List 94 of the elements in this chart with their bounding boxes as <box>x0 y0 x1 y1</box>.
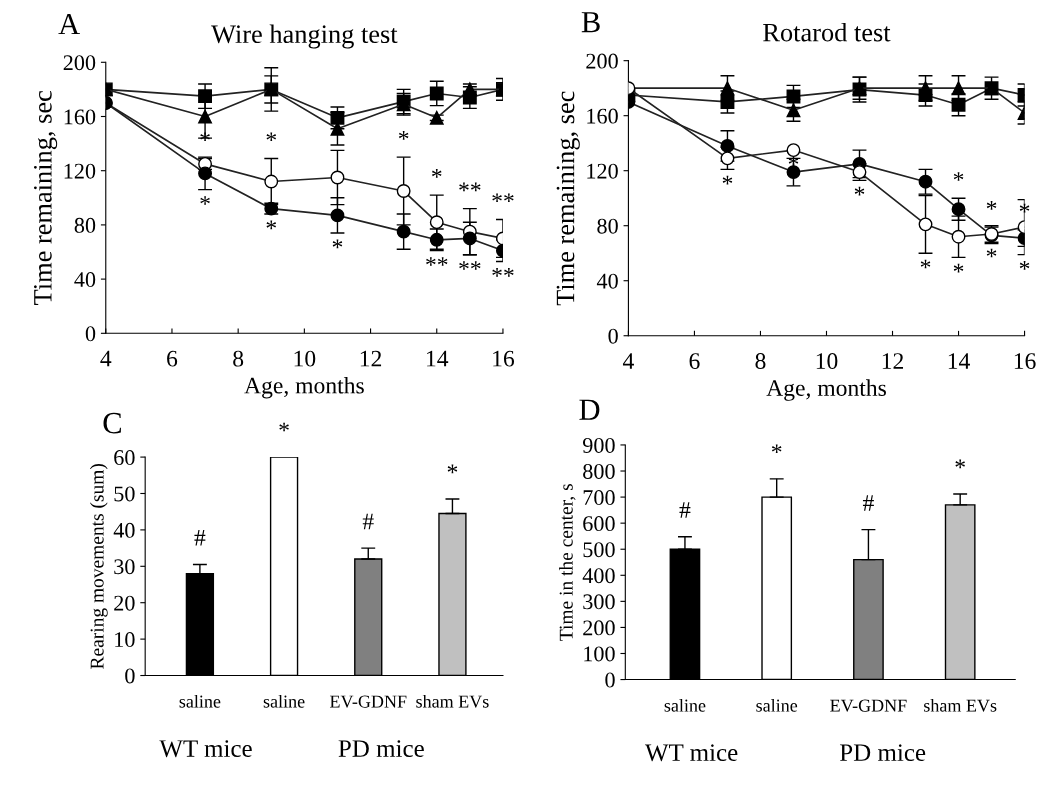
data-label: ** <box>492 193 514 203</box>
data-label: * <box>722 175 733 185</box>
x-tick-label: saline <box>664 699 706 712</box>
data-label: * <box>266 132 277 142</box>
y-tick-label: 30 <box>114 559 135 575</box>
y-tick-label: 200 <box>63 55 96 71</box>
y-axis-title: Rearing movements (sum) <box>89 464 108 669</box>
data-label: * <box>447 464 458 474</box>
data-label: * <box>953 263 964 273</box>
y-tick-label: 700 <box>583 490 615 506</box>
data-label: # <box>862 495 874 511</box>
y-tick-label: 40 <box>113 522 135 538</box>
data-label: * <box>266 220 277 230</box>
text: PD mice <box>839 744 926 762</box>
data-label: ** <box>459 261 481 270</box>
data-label: * <box>432 169 442 178</box>
x-tick-label: 16 <box>493 350 515 367</box>
x-tick-label: 14 <box>948 353 970 369</box>
y-axis-title: Time remaining, sec <box>33 90 58 305</box>
x-tick-label: saline <box>756 699 798 712</box>
x-tick-label: EV-GDNF <box>329 695 407 708</box>
y-tick-label: 40 <box>596 273 618 289</box>
x-tick-label: 10 <box>816 353 838 370</box>
data-label: * <box>1019 261 1030 270</box>
y-tick-label: 0 <box>125 668 135 684</box>
x-tick-label: 4 <box>100 350 112 367</box>
x-tick-label: 8 <box>233 350 244 367</box>
text: PD mice <box>338 740 424 757</box>
x-tick-label: 10 <box>294 350 316 367</box>
data-label: # <box>194 530 206 546</box>
y-tick-label: 160 <box>587 108 618 124</box>
data-label: * <box>986 248 997 258</box>
y-tick-label: 0 <box>608 328 618 344</box>
x-tick-label: sham EVs <box>416 694 489 708</box>
data-label: ** <box>426 257 448 266</box>
chart-title: Rotarod test <box>763 22 891 42</box>
x-tick-label: saline <box>263 694 305 708</box>
data-label: * <box>200 196 210 205</box>
x-tick-label: 14 <box>427 350 449 367</box>
data-label: # <box>362 513 374 530</box>
y-tick-label: 400 <box>582 568 615 584</box>
text: A <box>58 13 80 35</box>
data-label: * <box>920 259 931 269</box>
x-tick-label: EV-GDNF <box>830 699 907 712</box>
chart-title: Wire hanging test <box>211 24 398 49</box>
y-tick-label: 0 <box>605 672 615 688</box>
y-tick-label: 120 <box>587 163 618 179</box>
text: D <box>579 399 600 420</box>
data-label: * <box>771 444 782 454</box>
x-tick-label: sham EVs <box>924 699 997 712</box>
y-tick-label: 900 <box>582 437 615 453</box>
data-label: * <box>854 186 865 196</box>
y-axis-title: Time in the center, s <box>559 484 576 641</box>
data-label: * <box>332 239 343 249</box>
data-label: ** <box>459 182 481 192</box>
y-tick-label: 0 <box>85 326 96 342</box>
x-tick-label: saline <box>179 694 221 708</box>
y-tick-label: 50 <box>114 486 135 502</box>
y-axis-title: Time remaining, sec <box>556 91 580 306</box>
y-tick-label: 300 <box>583 594 615 610</box>
x-tick-label: 6 <box>689 353 700 370</box>
y-tick-label: 160 <box>64 109 96 125</box>
text: WT mice <box>159 740 252 758</box>
y-tick-label: 10 <box>115 632 135 648</box>
y-tick-label: 80 <box>74 217 96 233</box>
y-tick-label: 60 <box>114 450 135 466</box>
x-axis-title: Age, months <box>244 376 364 399</box>
y-tick-label: 200 <box>586 53 618 69</box>
text: B <box>581 12 600 33</box>
y-tick-label: 800 <box>583 463 615 479</box>
x-tick-label: 12 <box>360 350 382 367</box>
x-tick-label: 16 <box>1014 353 1036 370</box>
y-tick-label: 120 <box>64 163 96 179</box>
x-tick-label: 12 <box>882 353 904 369</box>
data-label: * <box>398 131 409 140</box>
x-tick-label: 4 <box>622 353 634 369</box>
y-tick-label: 100 <box>584 646 615 662</box>
y-tick-label: 500 <box>583 542 615 558</box>
y-tick-label: 80 <box>597 218 618 234</box>
data-label: * <box>953 172 964 181</box>
y-tick-label: 600 <box>583 516 615 532</box>
x-tick-label: 6 <box>167 350 178 367</box>
text: C <box>103 412 121 434</box>
data-label: * <box>986 201 997 210</box>
text: WT mice <box>644 744 738 762</box>
y-tick-label: 20 <box>114 595 135 611</box>
data-label: * <box>279 422 289 432</box>
y-tick-label: 200 <box>583 620 615 636</box>
data-label: ** <box>492 267 514 277</box>
data-label: # <box>679 502 691 518</box>
y-tick-label: 40 <box>74 272 96 288</box>
x-tick-label: 8 <box>755 353 766 370</box>
data-label: * <box>955 459 965 469</box>
x-axis-title: Age, months <box>766 379 886 401</box>
